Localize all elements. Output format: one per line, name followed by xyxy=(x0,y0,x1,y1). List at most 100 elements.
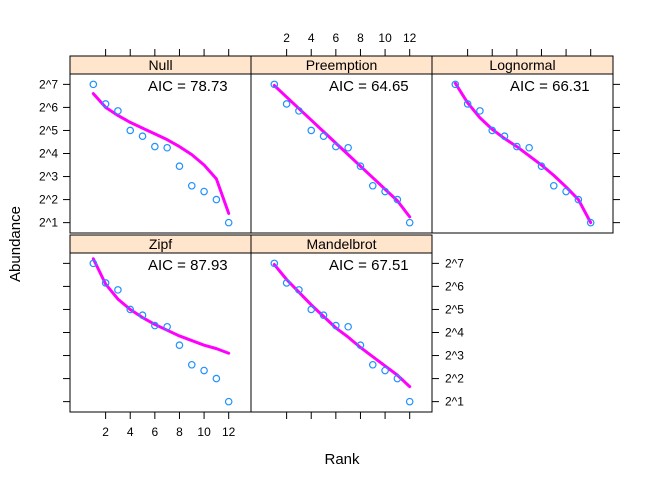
data-point-preemption-9 xyxy=(368,181,377,190)
data-point-mandelbrot-12 xyxy=(405,397,414,406)
data-point-null-12 xyxy=(224,218,233,227)
aic-label-preemption: AIC = 64.65 xyxy=(329,78,409,95)
data-point-zipf-1 xyxy=(89,259,98,268)
aic-label-lognormal: AIC = 66.31 xyxy=(510,78,590,95)
strip-label-preemption: Preemption xyxy=(306,57,378,73)
x-tick-label-top-2: 2 xyxy=(283,31,290,45)
y-tick-label-left-6: 2^6 xyxy=(39,100,58,114)
data-point-preemption-5 xyxy=(319,132,328,141)
data-point-preemption-8 xyxy=(356,162,365,170)
data-point-mandelbrot-8 xyxy=(356,341,365,349)
strip-label-mandelbrot: Mandelbrot xyxy=(306,236,376,252)
data-point-mandelbrot-9 xyxy=(368,360,377,369)
data-point-preemption-11 xyxy=(393,195,402,204)
data-point-preemption-12 xyxy=(405,218,414,227)
data-point-lognormal-12 xyxy=(586,218,595,227)
data-point-lognormal-9 xyxy=(549,181,558,190)
y-tick-label-left-3: 2^3 xyxy=(39,170,58,184)
data-point-lognormal-5 xyxy=(500,132,509,141)
data-point-lognormal-1 xyxy=(451,80,460,89)
data-point-zipf-6 xyxy=(151,321,159,330)
strip-label-lognormal: Lognormal xyxy=(489,57,555,73)
fit-line-zipf xyxy=(91,257,231,355)
data-point-null-11 xyxy=(212,195,221,204)
panel-frame-lognormal xyxy=(431,73,614,234)
data-point-mandelbrot-2 xyxy=(282,279,291,287)
x-tick-label-top-8: 8 xyxy=(357,31,364,45)
data-point-zipf-9 xyxy=(187,360,196,369)
data-point-mandelbrot-6 xyxy=(332,321,340,330)
data-point-null-3 xyxy=(114,107,122,115)
data-point-null-7 xyxy=(163,143,171,152)
data-point-lognormal-7 xyxy=(525,143,533,152)
data-point-null-5 xyxy=(138,132,147,141)
data-point-preemption-7 xyxy=(344,143,352,152)
data-point-zipf-8 xyxy=(175,341,184,349)
y-tick-label-left-5: 2^5 xyxy=(39,123,58,137)
data-point-lognormal-3 xyxy=(476,107,484,115)
fit-line-mandelbrot xyxy=(272,263,412,389)
fit-line-lognormal xyxy=(453,81,593,225)
data-point-lognormal-10 xyxy=(562,187,570,196)
data-point-zipf-3 xyxy=(114,286,122,294)
x-tick-label-12: 12 xyxy=(222,425,236,439)
data-point-zipf-11 xyxy=(212,374,221,383)
x-tick-label-top-12: 12 xyxy=(403,31,417,45)
data-point-mandelbrot-10 xyxy=(381,366,389,375)
data-point-lognormal-8 xyxy=(537,162,546,170)
data-point-null-4 xyxy=(126,126,135,135)
data-point-zipf-4 xyxy=(126,305,135,314)
x-tick-label-top-6: 6 xyxy=(333,31,340,45)
y-tick-label-right-6: 2^6 xyxy=(445,279,464,293)
x-axis-title: Rank xyxy=(324,451,360,468)
data-point-mandelbrot-7 xyxy=(344,322,352,331)
data-point-mandelbrot-11 xyxy=(393,374,402,383)
data-point-null-10 xyxy=(200,187,208,196)
data-point-null-1 xyxy=(89,80,98,89)
data-point-zipf-2 xyxy=(101,279,110,287)
aic-label-mandelbrot: AIC = 67.51 xyxy=(329,257,409,274)
aic-label-zipf: AIC = 87.93 xyxy=(148,257,228,274)
data-point-zipf-5 xyxy=(138,311,147,320)
y-tick-label-left-1: 2^1 xyxy=(39,216,58,230)
y-tick-label-left-2: 2^2 xyxy=(39,193,58,207)
data-point-zipf-12 xyxy=(224,397,233,406)
data-point-zipf-7 xyxy=(163,322,171,331)
x-tick-label-4: 4 xyxy=(127,425,134,439)
data-point-mandelbrot-4 xyxy=(307,305,316,314)
y-tick-label-left-4: 2^4 xyxy=(39,147,58,161)
data-point-preemption-3 xyxy=(295,107,303,115)
fit-line-preemption xyxy=(272,84,412,219)
strip-label-zipf: Zipf xyxy=(149,236,172,252)
data-point-null-9 xyxy=(187,181,196,190)
x-tick-label-2: 2 xyxy=(102,425,109,439)
y-tick-label-right-5: 2^5 xyxy=(445,302,464,316)
data-point-lognormal-6 xyxy=(513,142,521,151)
data-point-null-2 xyxy=(101,100,110,108)
y-tick-label-right-1: 2^1 xyxy=(445,395,464,409)
data-point-mandelbrot-3 xyxy=(295,286,303,294)
y-tick-label-right-7: 2^7 xyxy=(445,256,464,270)
aic-label-null: AIC = 78.73 xyxy=(148,78,228,95)
data-point-preemption-4 xyxy=(307,126,316,135)
strip-label-null: Null xyxy=(148,57,172,73)
data-point-null-8 xyxy=(175,162,184,170)
data-point-preemption-1 xyxy=(270,80,279,89)
data-point-lognormal-11 xyxy=(574,195,583,204)
data-point-preemption-2 xyxy=(282,100,291,108)
data-point-preemption-6 xyxy=(332,142,340,151)
data-point-preemption-10 xyxy=(381,187,389,196)
fit-line-null xyxy=(91,92,231,215)
y-axis-title: Abundance xyxy=(7,206,24,282)
panel-frame-zipf xyxy=(69,252,252,413)
y-tick-label-left-7: 2^7 xyxy=(39,77,58,91)
data-point-lognormal-2 xyxy=(463,100,472,108)
x-tick-label-8: 8 xyxy=(176,425,183,439)
y-tick-label-right-2: 2^2 xyxy=(445,372,464,386)
data-point-null-6 xyxy=(151,142,159,151)
x-tick-label-top-10: 10 xyxy=(378,31,392,45)
x-tick-label-top-4: 4 xyxy=(308,31,315,45)
x-tick-label-10: 10 xyxy=(197,425,211,439)
x-tick-label-6: 6 xyxy=(152,425,159,439)
